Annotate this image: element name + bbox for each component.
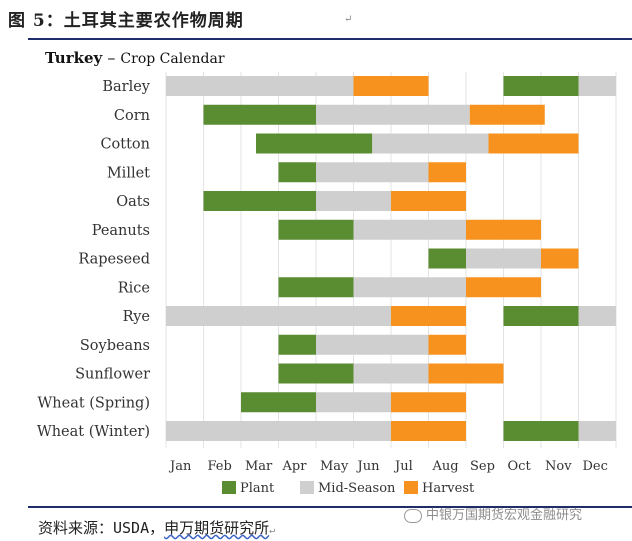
row-label-wheat-winter-: Wheat (Winter) [37, 424, 150, 440]
bottom-rule [28, 506, 632, 508]
bar-harvest [391, 306, 466, 326]
bar-plant [203, 191, 316, 211]
bar-mid-season [372, 133, 489, 154]
bar-mid-season [316, 392, 391, 413]
legend-label-mid-season: Mid-Season [318, 481, 396, 496]
bar-mid-season [166, 76, 354, 96]
bar-plant [278, 162, 316, 183]
bar-mid-season [316, 162, 429, 183]
bar-harvest [391, 392, 466, 413]
bar-mid-season [466, 248, 541, 269]
wechat-icon [404, 508, 422, 523]
row-label-sunflower: Sunflower [75, 367, 150, 383]
month-label-mar: Mar [245, 459, 273, 474]
source-org: 申万期货研究所 [164, 519, 270, 537]
chart-title-bold: Turkey [45, 49, 104, 67]
bar-harvest [469, 104, 545, 125]
watermark: 中银万国期货宏观金融研究 [404, 504, 582, 523]
bar-harvest [428, 334, 466, 355]
bar-plant [203, 104, 316, 125]
bar-harvest [466, 277, 541, 298]
row-label-peanuts: Peanuts [92, 223, 150, 239]
figure-title: 图 5：土耳其主要农作物周期 [8, 11, 244, 31]
month-label-jan: Jan [168, 459, 192, 474]
legend-swatch-harvest [404, 481, 418, 494]
bar-mid-season [166, 421, 391, 441]
source-note: 资料来源：USDA，申万期货研究所↵ [38, 517, 275, 538]
month-label-may: May [320, 459, 349, 474]
legend-label-plant: Plant [240, 481, 275, 496]
bar-plant [278, 219, 354, 240]
legend-label-harvest: Harvest [422, 481, 475, 496]
chart-title: Turkey – Crop Calendar [45, 48, 225, 67]
bar-plant [503, 421, 579, 441]
source-label: 资料来源：USDA， [38, 519, 165, 537]
bar-mid-season [578, 421, 616, 441]
month-label-jun: Jun [356, 459, 381, 474]
bar-harvest [353, 76, 429, 96]
month-label-jul: Jul [393, 459, 413, 474]
chart-title-rest: Crop Calendar [120, 51, 224, 67]
row-label-oats: Oats [116, 194, 150, 210]
month-label-feb: Feb [208, 459, 232, 474]
bar-plant [503, 76, 579, 96]
bar-harvest [391, 191, 466, 211]
month-label-aug: Aug [432, 459, 459, 474]
row-label-millet: Millet [107, 165, 150, 181]
bar-harvest [488, 133, 579, 154]
bar-mid-season [353, 277, 466, 298]
row-label-soybeans: Soybeans [80, 338, 150, 354]
bar-harvest [428, 363, 504, 384]
bar-plant [278, 334, 316, 355]
bar-mid-season [166, 306, 391, 326]
bar-harvest [391, 421, 466, 441]
bar-plant [256, 133, 373, 154]
row-label-cotton: Cotton [100, 137, 150, 153]
month-label-dec: Dec [583, 459, 608, 474]
bar-harvest [428, 162, 466, 183]
bar-mid-season [353, 363, 429, 384]
top-rule [28, 38, 632, 40]
bar-mid-season [316, 191, 391, 211]
paragraph-mark-icon: ↵ [269, 525, 276, 536]
bar-mid-season [578, 306, 616, 326]
row-label-corn: Corn [114, 108, 150, 124]
bar-mid-season [316, 334, 429, 355]
month-label-sep: Sep [470, 459, 495, 474]
bar-plant [428, 248, 466, 269]
month-label-oct: Oct [508, 459, 532, 474]
legend-swatch-mid-season [300, 481, 314, 494]
row-label-rye: Rye [123, 309, 150, 325]
bar-harvest [466, 219, 541, 240]
bar-plant [241, 392, 316, 413]
bar-mid-season [353, 219, 466, 240]
bar-plant [278, 363, 354, 384]
row-label-wheat-spring-: Wheat (Spring) [37, 395, 150, 411]
bar-mid-season [316, 104, 470, 125]
paragraph-mark-icon: ↵ [344, 14, 353, 25]
chart-title-separator: – [102, 48, 120, 67]
month-label-apr: Apr [282, 459, 308, 474]
bar-mid-season [578, 76, 616, 96]
row-label-rapeseed: Rapeseed [78, 252, 150, 268]
month-label-nov: Nov [545, 459, 572, 474]
row-label-rice: Rice [118, 280, 150, 296]
bar-plant [503, 306, 579, 326]
row-label-barley: Barley [102, 79, 150, 95]
watermark-text: 中银万国期货宏观金融研究 [426, 508, 583, 523]
legend-swatch-plant [222, 481, 236, 494]
bar-plant [278, 277, 354, 298]
bar-harvest [541, 248, 579, 269]
